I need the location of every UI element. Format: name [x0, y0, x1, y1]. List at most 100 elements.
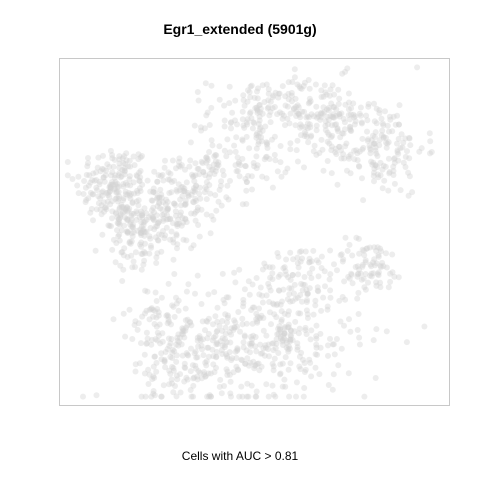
data-point	[349, 252, 356, 259]
data-point	[380, 122, 387, 129]
data-point	[373, 150, 380, 157]
data-point	[315, 113, 322, 120]
data-point	[99, 165, 106, 172]
data-point	[243, 347, 250, 354]
data-point	[185, 352, 192, 359]
data-point	[155, 237, 162, 244]
data-point	[184, 316, 191, 323]
data-point	[204, 318, 211, 325]
data-point	[354, 150, 361, 157]
data-point	[248, 382, 255, 389]
data-point	[181, 188, 188, 195]
data-point	[262, 154, 269, 161]
data-point	[187, 318, 193, 325]
data-point	[190, 199, 197, 206]
data-point	[247, 359, 254, 366]
data-point	[244, 116, 251, 123]
data-point	[270, 363, 277, 370]
data-point	[285, 321, 292, 328]
data-point	[427, 150, 433, 157]
data-point	[239, 357, 246, 364]
data-point	[148, 212, 155, 219]
data-point	[201, 369, 208, 376]
data-point	[321, 268, 328, 275]
data-point	[167, 170, 174, 177]
data-point	[181, 201, 188, 208]
data-point	[266, 264, 273, 271]
data-point	[133, 172, 140, 179]
data-point	[384, 122, 391, 129]
data-point	[203, 358, 210, 365]
data-point	[203, 186, 210, 193]
data-point	[144, 288, 151, 295]
data-point	[367, 146, 374, 153]
data-point	[157, 186, 164, 193]
data-point	[194, 337, 201, 344]
data-point	[213, 164, 220, 171]
data-point	[138, 250, 145, 257]
data-point	[164, 199, 171, 205]
data-point	[123, 150, 130, 157]
data-point	[205, 330, 212, 337]
data-point	[255, 133, 262, 140]
data-point	[353, 147, 360, 154]
data-point	[341, 278, 348, 285]
data-point	[123, 228, 130, 235]
data-point	[104, 192, 111, 198]
data-point	[168, 228, 175, 235]
data-point	[351, 114, 357, 121]
data-point	[173, 221, 180, 228]
data-point	[302, 324, 309, 331]
data-point	[167, 215, 174, 222]
data-point	[234, 345, 241, 352]
data-point	[259, 299, 266, 306]
data-point	[107, 147, 114, 154]
data-point	[355, 270, 362, 277]
data-point	[352, 113, 359, 120]
data-point	[165, 169, 172, 176]
data-point	[143, 340, 150, 347]
data-point	[147, 225, 154, 231]
data-point	[119, 249, 126, 255]
data-point	[120, 310, 127, 317]
data-point	[165, 176, 172, 183]
data-point	[383, 328, 390, 335]
data-point	[170, 239, 177, 246]
data-point	[226, 83, 233, 90]
data-point	[383, 139, 389, 146]
data-point	[321, 82, 328, 89]
data-point	[198, 206, 205, 213]
data-point	[367, 145, 374, 152]
data-point	[227, 390, 234, 397]
data-point	[119, 155, 126, 162]
data-point	[260, 345, 267, 352]
data-point	[192, 172, 199, 179]
data-point	[211, 369, 218, 376]
data-point	[139, 181, 146, 188]
data-point	[280, 265, 287, 272]
data-point	[193, 354, 200, 361]
data-point	[106, 184, 113, 191]
data-point	[154, 223, 161, 229]
data-point	[345, 370, 352, 377]
data-point	[325, 121, 331, 128]
data-point	[183, 179, 190, 186]
data-point	[203, 154, 210, 161]
data-point	[212, 192, 219, 199]
data-point	[371, 140, 378, 147]
data-point	[256, 305, 262, 312]
data-point	[170, 365, 177, 371]
data-point	[421, 323, 428, 330]
data-point	[121, 245, 128, 252]
data-point	[269, 276, 276, 283]
data-point	[203, 362, 210, 369]
data-point	[426, 130, 433, 137]
data-point	[347, 170, 354, 177]
data-point	[261, 156, 268, 163]
data-point	[210, 334, 217, 341]
data-point	[169, 380, 176, 387]
data-point	[338, 110, 345, 117]
data-point	[200, 352, 207, 359]
data-point	[345, 153, 352, 160]
data-point	[241, 124, 248, 131]
